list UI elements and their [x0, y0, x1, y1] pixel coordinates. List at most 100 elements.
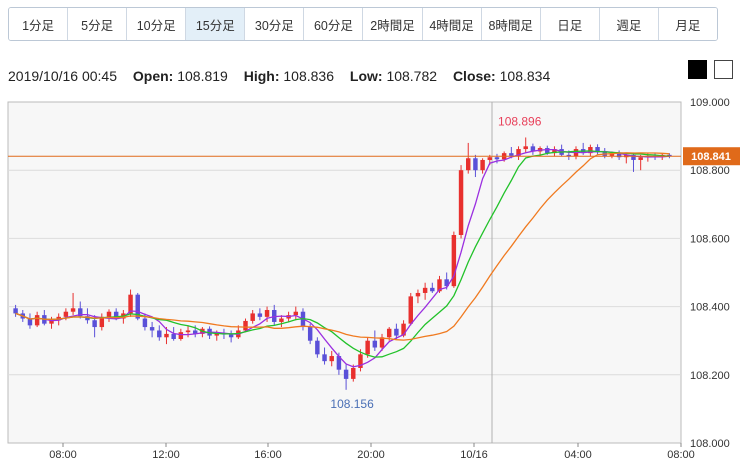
candle-body: [78, 308, 83, 317]
y-tick-label: 108.400: [690, 302, 730, 314]
candle-body: [149, 327, 155, 331]
candle-body: [70, 308, 76, 312]
candle-body: [228, 334, 234, 338]
candle-body: [13, 308, 18, 314]
low-value: 108.782: [386, 68, 438, 84]
tab-11[interactable]: 週足: [599, 8, 659, 40]
candle-body: [638, 157, 643, 160]
tab-1[interactable]: 1分足: [9, 8, 69, 40]
candle-body: [307, 327, 313, 341]
x-tick-label: 12:00: [152, 449, 180, 461]
candle-body: [279, 318, 284, 322]
candle-body: [401, 323, 406, 336]
candle-body: [164, 333, 169, 338]
x-tick-label: 20:00: [357, 449, 385, 461]
x-tick-label: 16:00: [254, 449, 282, 461]
candle-body: [458, 170, 464, 235]
min-price-label: 108.156: [330, 397, 374, 411]
x-tick-label: 04:00: [564, 449, 592, 461]
low-label: Low:: [349, 68, 383, 84]
candle-body: [264, 310, 270, 317]
candle-body: [523, 146, 528, 150]
y-tick-label: 109.000: [690, 97, 730, 109]
tab-3[interactable]: 10分足: [127, 8, 187, 40]
candle-body: [509, 153, 514, 156]
candle-body: [487, 157, 493, 160]
tab-12[interactable]: 月足: [658, 8, 717, 40]
candle-body: [214, 333, 219, 336]
current-price-tag: [683, 147, 740, 166]
candle-body: [322, 354, 327, 362]
candle-body: [430, 287, 435, 292]
tab-2[interactable]: 5分足: [68, 8, 128, 40]
white-theme-button[interactable]: [714, 60, 733, 79]
candle-body: [386, 328, 392, 338]
y-tick-label: 108.800: [690, 165, 730, 177]
candle-body: [372, 340, 378, 348]
timeframe-tabs: 1分足 5分足 10分足 15分足 30分足 60分足 2時間足 4時間足 8時間足 日足 週足 月足: [8, 7, 718, 41]
x-tick-label: 08:00: [49, 449, 77, 461]
tab-8[interactable]: 4時間足: [422, 8, 482, 40]
tab-4[interactable]: 15分足: [186, 8, 246, 40]
candle-body: [49, 320, 54, 324]
candle-body: [494, 157, 500, 160]
tab-7[interactable]: 2時間足: [363, 8, 423, 40]
candle-body: [171, 333, 176, 339]
candle-body: [315, 340, 320, 355]
black-theme-button[interactable]: [688, 60, 707, 79]
candle-body: [566, 154, 572, 157]
candle-body: [351, 367, 356, 379]
candle-body: [437, 279, 442, 292]
candle-body: [157, 330, 162, 338]
max-price-label: 108.896: [498, 114, 542, 128]
tab-6[interactable]: 60分足: [304, 8, 364, 40]
candle-body: [595, 147, 600, 153]
high-value: 108.836: [283, 68, 334, 84]
candle-body: [27, 318, 33, 326]
candle-body: [379, 337, 385, 348]
candle-body: [106, 311, 112, 317]
x-tick-label: 08:00: [667, 449, 695, 461]
candle-body: [243, 320, 248, 331]
candle-body: [545, 148, 550, 154]
candle-body: [408, 296, 413, 324]
close-value: 108.834: [499, 68, 551, 84]
high-label: High:: [243, 68, 280, 84]
ohlc-readout: 2019/10/16 00:45 Open: 108.819 High: 108…: [8, 68, 550, 84]
candle-body: [178, 332, 184, 339]
open-value: 108.819: [177, 68, 228, 84]
ma-long-line: [15, 152, 670, 341]
y-tick-label: 108.200: [690, 370, 730, 382]
candle-body: [631, 154, 636, 160]
candle-body: [63, 311, 69, 317]
candle-body: [293, 311, 299, 316]
candle-body: [329, 356, 334, 362]
candle-body: [358, 354, 363, 368]
current-price-value: 108.841: [691, 151, 731, 163]
ma-short-line: [15, 148, 670, 368]
candle-body: [92, 320, 97, 328]
candle-body: [135, 294, 140, 319]
candle-body: [444, 279, 449, 287]
y-tick-label: 108.600: [690, 233, 730, 245]
y-tick-label: 108.000: [690, 438, 730, 450]
candle-body: [257, 313, 263, 317]
candle-body: [552, 149, 557, 154]
ohlc-datetime: 2019/10/16 00:45: [8, 68, 117, 84]
candle-body: [667, 154, 672, 157]
candle-body: [473, 158, 478, 171]
tab-9[interactable]: 8時間足: [481, 8, 541, 40]
candle-body: [34, 315, 40, 326]
candle-body: [616, 153, 622, 158]
candle-body: [250, 313, 255, 321]
tab-5[interactable]: 30分足: [245, 8, 305, 40]
candle-body: [466, 158, 471, 171]
candle-body: [128, 294, 133, 314]
candle-body: [415, 292, 421, 297]
tab-10[interactable]: 日足: [540, 8, 600, 40]
candle-body: [336, 356, 342, 370]
candle-body: [185, 330, 191, 333]
open-label: Open:: [132, 68, 174, 84]
candle-body: [99, 316, 105, 328]
